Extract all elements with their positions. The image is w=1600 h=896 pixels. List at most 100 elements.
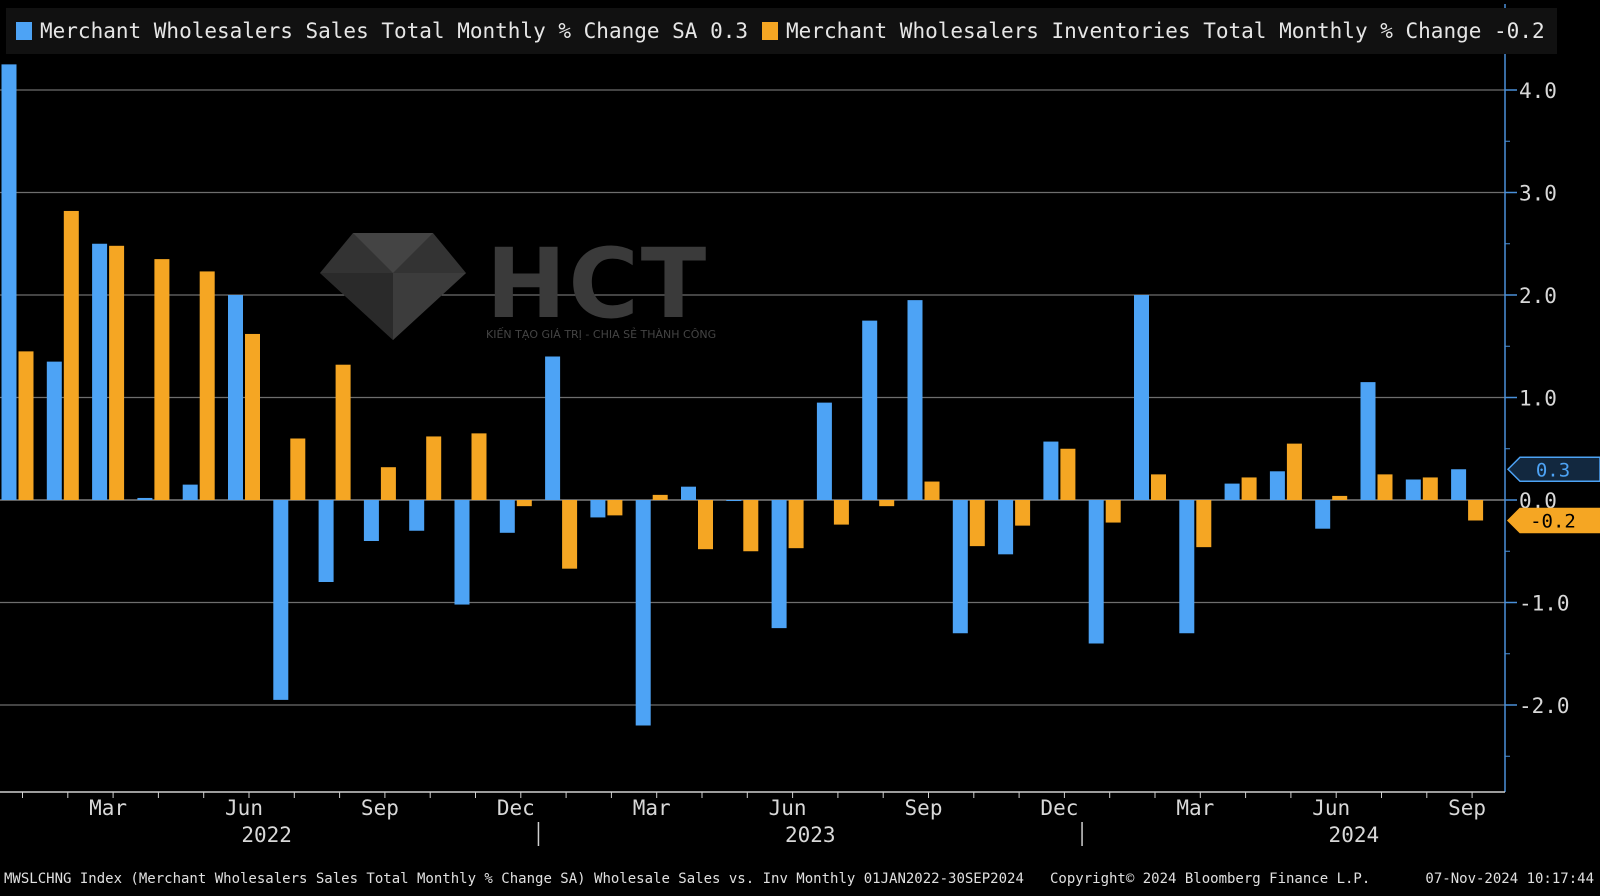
bar-sales[interactable] (862, 320, 878, 500)
chart-source-text: MWSLCHNG Index (Merchant Wholesalers Sal… (4, 871, 1024, 887)
bar-sales[interactable] (635, 500, 651, 726)
bar-sales[interactable] (771, 500, 787, 629)
bar-inventories[interactable] (18, 351, 34, 500)
bar-inventories[interactable] (698, 500, 713, 550)
bar-sales[interactable] (1, 64, 17, 500)
x-tick-label: Mar (633, 796, 671, 820)
bar-inventories[interactable] (1241, 477, 1257, 500)
x-tick-label: Jun (1312, 796, 1350, 820)
bar-inventories[interactable] (1377, 474, 1393, 500)
bar-sales[interactable] (1179, 500, 1195, 634)
y-tick-label: 1.0 (1519, 387, 1557, 411)
last-value-tag-inventories (1506, 507, 1600, 534)
bar-inventories[interactable] (607, 500, 623, 516)
bar-inventories[interactable] (1332, 495, 1348, 500)
bar-inventories[interactable] (743, 500, 759, 552)
bar-sales[interactable] (1043, 441, 1059, 500)
bar-inventories[interactable] (1105, 500, 1121, 523)
bar-inventories[interactable] (924, 481, 940, 500)
x-tick-label: Dec (1040, 796, 1078, 820)
x-tick-label: Sep (361, 796, 399, 820)
bar-inventories[interactable] (245, 333, 260, 500)
bar-inventories[interactable] (1151, 474, 1166, 500)
x-tick-label: Jun (769, 796, 807, 820)
year-label: 2023 (785, 823, 836, 847)
chart-legend: Merchant Wholesalers Sales Total Monthly… (6, 8, 1557, 54)
bar-inventories[interactable] (335, 364, 351, 500)
bar-inventories[interactable] (833, 500, 849, 525)
bar-sales[interactable] (681, 486, 696, 500)
bar-inventories[interactable] (1015, 500, 1031, 526)
bar-sales[interactable] (228, 295, 243, 500)
bar-sales[interactable] (1315, 500, 1331, 529)
bar-sales[interactable] (1134, 295, 1149, 500)
bar-sales[interactable] (998, 500, 1014, 555)
bar-sales[interactable] (273, 500, 289, 700)
bar-sales[interactable] (1224, 483, 1240, 500)
bar-inventories[interactable] (109, 245, 125, 500)
x-tick-label: Mar (1176, 796, 1214, 820)
bar-sales[interactable] (590, 500, 606, 518)
bar-sales[interactable] (363, 500, 379, 541)
bar-sales[interactable] (816, 402, 832, 500)
bar-sales[interactable] (46, 361, 62, 500)
x-tick-label: Sep (1448, 796, 1486, 820)
bar-inventories[interactable] (516, 500, 532, 507)
legend-item-inventories[interactable]: Merchant Wholesalers Inventories Total M… (762, 19, 1545, 43)
bar-inventories[interactable] (1422, 477, 1438, 500)
bar-sales[interactable] (92, 243, 108, 500)
legend-label-inventories: Merchant Wholesalers Inventories Total M… (786, 19, 1545, 43)
bar-inventories[interactable] (788, 500, 804, 549)
y-tick-label: -1.0 (1519, 592, 1570, 616)
bar-inventories[interactable] (1286, 443, 1302, 500)
timestamp-text: 07-Nov-2024 10:17:44 (1425, 871, 1594, 887)
bar-inventories[interactable] (652, 494, 668, 500)
y-tick-label: 2.0 (1519, 284, 1557, 308)
bar-inventories[interactable] (1060, 448, 1076, 500)
copyright-text: Copyright© 2024 Bloomberg Finance L.P. (1050, 871, 1371, 887)
last-value-tag-sales (1506, 456, 1600, 482)
bar-inventories[interactable] (63, 210, 79, 500)
bar-sales[interactable] (318, 500, 334, 582)
last-value-label-sales: 0.3 (1536, 459, 1570, 481)
y-tick-label: -2.0 (1519, 694, 1570, 718)
bar-inventories[interactable] (290, 438, 306, 501)
bar-sales[interactable] (499, 500, 515, 533)
bar-sales[interactable] (1451, 469, 1467, 500)
last-value-label-inventories: -0.2 (1530, 511, 1576, 533)
x-tick-label: Sep (905, 796, 943, 820)
bar-sales[interactable] (1088, 500, 1104, 644)
bar-sales[interactable] (409, 500, 425, 531)
bar-inventories[interactable] (154, 259, 170, 500)
bar-inventories[interactable] (1468, 500, 1484, 521)
legend-label-sales: Merchant Wholesalers Sales Total Monthly… (40, 19, 749, 43)
year-label: 2024 (1329, 823, 1380, 847)
bar-inventories[interactable] (471, 433, 487, 500)
bar-sales[interactable] (1360, 382, 1376, 500)
x-tick-label: Jun (225, 796, 263, 820)
bar-inventories[interactable] (1196, 500, 1212, 548)
bar-inventories[interactable] (562, 500, 578, 569)
bar-sales[interactable] (952, 500, 968, 634)
bar-sales[interactable] (726, 500, 742, 502)
bar-sales[interactable] (1269, 471, 1285, 500)
bar-sales[interactable] (1405, 479, 1421, 501)
y-tick-label: 3.0 (1519, 182, 1557, 206)
bar-inventories[interactable] (969, 500, 985, 547)
y-tick-label: 4.0 (1519, 79, 1557, 103)
bar-inventories[interactable] (426, 436, 442, 500)
bar-sales[interactable] (545, 356, 561, 501)
bar-inventories[interactable] (199, 271, 215, 500)
x-tick-label: Mar (89, 796, 127, 820)
x-tick-label: Dec (497, 796, 535, 820)
legend-item-sales[interactable]: Merchant Wholesalers Sales Total Monthly… (16, 19, 748, 43)
year-label: 2022 (241, 823, 292, 847)
bar-inventories[interactable] (380, 467, 396, 500)
bar-sales[interactable] (454, 500, 470, 605)
bar-inventories[interactable] (879, 500, 895, 507)
bar-sales[interactable] (137, 497, 153, 500)
bar-sales[interactable] (182, 484, 198, 500)
bar-sales[interactable] (907, 300, 923, 500)
